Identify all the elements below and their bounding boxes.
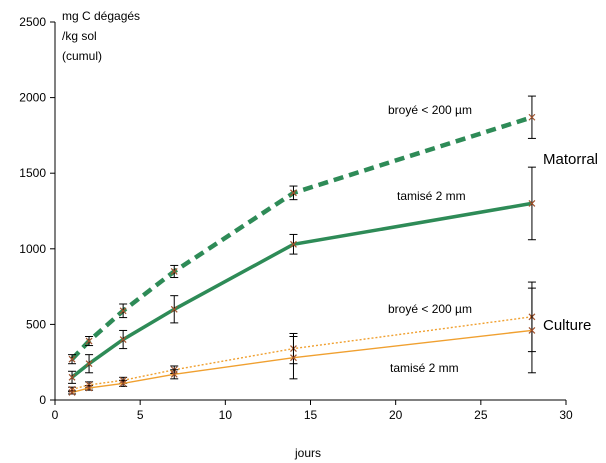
- data-point: [290, 354, 297, 362]
- annotation-matorral-tamise: tamisé 2 mm: [397, 189, 466, 203]
- data-point: [85, 360, 93, 368]
- x-tick-label: 0: [52, 408, 59, 422]
- data-point: [528, 200, 536, 207]
- y-tick-label: 1500: [19, 166, 46, 180]
- series-line: [70, 115, 533, 361]
- data-point: [85, 337, 93, 345]
- series-line: [70, 201, 533, 379]
- x-ticks: 0 5 10 15 20 25 30: [52, 400, 573, 422]
- series-matorral-tamise: [68, 166, 536, 384]
- data-point: [85, 381, 93, 389]
- data-point: [290, 240, 297, 248]
- data-point: [68, 389, 76, 396]
- data-point: [68, 373, 76, 381]
- y-axis-label-line-3: (cumul): [62, 49, 102, 63]
- y-axis-label-line-1: mg C dégagés: [62, 9, 140, 23]
- data-point: [528, 327, 536, 334]
- data-point: [119, 307, 127, 315]
- y-tick-label: 2000: [19, 91, 46, 105]
- y-tick-label: 500: [26, 317, 46, 331]
- y-ticks: 0 500 1000 1500 2000 2500: [19, 15, 55, 407]
- series-matorral-broye: [68, 95, 536, 365]
- series-culture-tamise: [68, 287, 536, 396]
- group-label-culture: Culture: [543, 317, 591, 334]
- annotation-matorral-broye: broyé < 200 µm: [388, 103, 472, 117]
- annotation-culture-tamise: tamisé 2 mm: [390, 361, 459, 375]
- series-line: [71, 316, 532, 391]
- data-point: [170, 370, 178, 378]
- y-tick-label: 1000: [19, 242, 46, 256]
- y-axis-label-line-2: /kg sol: [62, 29, 97, 43]
- series-line: [71, 329, 532, 394]
- x-tick-label: 15: [304, 408, 318, 422]
- data-point: [119, 379, 127, 387]
- data-point: [528, 113, 536, 121]
- x-tick-label: 20: [389, 408, 403, 422]
- annotation-culture-broye: broyé < 200 µm: [388, 302, 472, 316]
- x-axis-label: jours: [294, 446, 321, 460]
- data-point: [290, 189, 297, 197]
- data-point: [85, 384, 93, 392]
- group-label-matorral: Matorral: [543, 151, 598, 168]
- y-tick-label: 2500: [19, 15, 46, 29]
- x-tick-label: 5: [137, 408, 144, 422]
- y-tick-label: 0: [39, 393, 46, 407]
- data-point: [170, 305, 178, 313]
- series-layer: [68, 95, 536, 396]
- data-point: [119, 336, 127, 343]
- x-tick-label: 30: [559, 408, 573, 422]
- x-tick-label: 10: [219, 408, 233, 422]
- data-point: [170, 268, 178, 275]
- data-point: [68, 355, 76, 363]
- x-tick-label: 25: [474, 408, 488, 422]
